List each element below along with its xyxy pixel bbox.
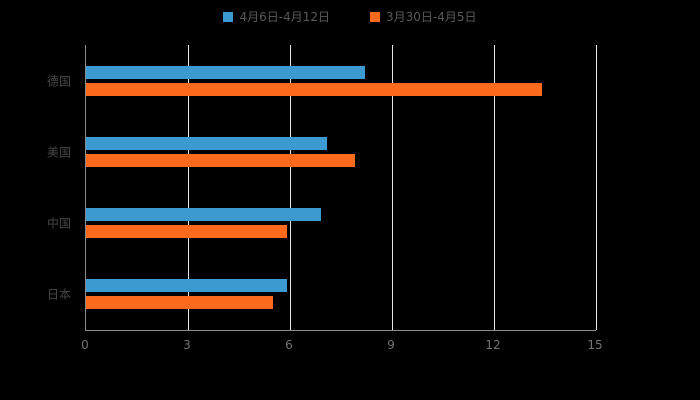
x-tick-label: 9 <box>387 338 395 352</box>
bar-series1 <box>86 208 321 222</box>
category-label: 德国 <box>46 74 71 89</box>
bar-series2 <box>86 296 273 310</box>
x-tick-label: 15 <box>587 338 603 352</box>
gridline <box>290 45 291 330</box>
legend-label: 3月30日-4月5日 <box>386 10 477 24</box>
bar-series1 <box>86 65 365 79</box>
bar-series1 <box>86 279 287 293</box>
x-tick-label: 3 <box>183 338 191 352</box>
x-tick-label: 0 <box>81 338 89 352</box>
x-tick-label: 12 <box>485 338 501 352</box>
category-label: 美国 <box>46 145 71 160</box>
x-tick-label: 6 <box>285 338 293 352</box>
gridline <box>392 45 393 330</box>
bar-series2 <box>86 82 542 96</box>
y-axis-labels: 德国 美国 中国 日本 <box>0 45 79 330</box>
legend-item[interactable]: 4月6日-4月12日 <box>223 8 330 25</box>
legend-item[interactable]: 3月30日-4月5日 <box>370 8 477 25</box>
legend-swatch-icon <box>223 11 234 22</box>
legend-label: 4月6日-4月12日 <box>239 10 330 24</box>
x-axis: 0 3 6 9 12 15 <box>81 338 602 356</box>
gridline <box>188 45 189 330</box>
bar-series1 <box>86 136 328 150</box>
category-label: 中国 <box>46 216 71 231</box>
chart-legend: 4月6日-4月12日 3月30日-4月5日 <box>0 8 700 25</box>
gridline <box>494 45 495 330</box>
legend-swatch-icon <box>370 11 380 22</box>
plot-area <box>85 45 597 331</box>
bar-series2 <box>86 225 287 239</box>
gridline <box>596 45 597 330</box>
bar-series2 <box>86 153 355 167</box>
category-label: 日本 <box>46 287 71 302</box>
